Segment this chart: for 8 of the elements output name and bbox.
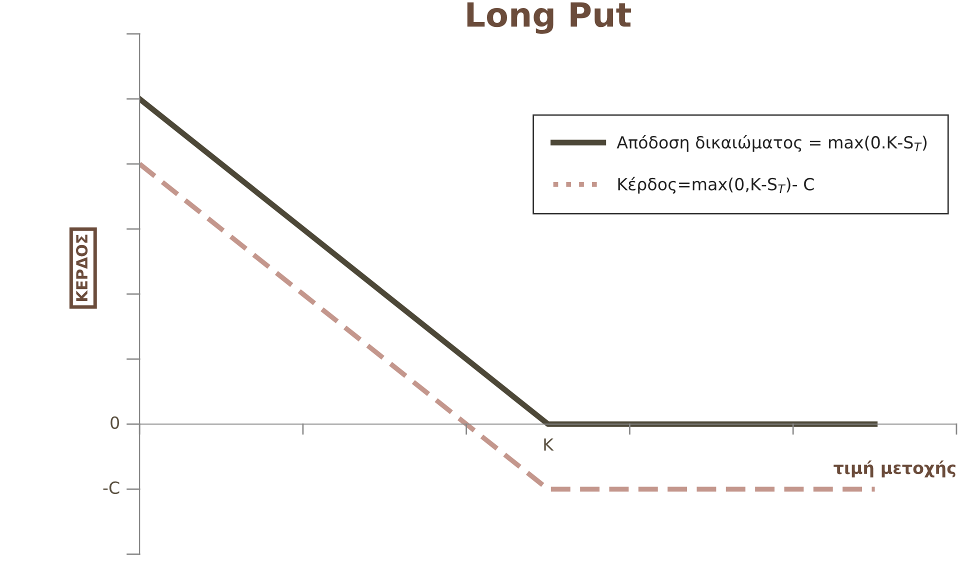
chart-title: Long Put (467, 2, 631, 34)
text: -C (103, 481, 120, 494)
text: 0 (110, 416, 120, 429)
legend-label: Απόδοση δικαιώματος = max(0.K-S$_{T}$) (616, 135, 927, 152)
x-axis-title: τιμή μετοχής (834, 460, 956, 478)
annotation: K (544, 438, 554, 451)
y-axis-title: ΚΕΡΔΟΣ (76, 234, 88, 301)
legend-label: Κέρδος=max(0,K-S$_{T}$)- C (618, 176, 814, 194)
